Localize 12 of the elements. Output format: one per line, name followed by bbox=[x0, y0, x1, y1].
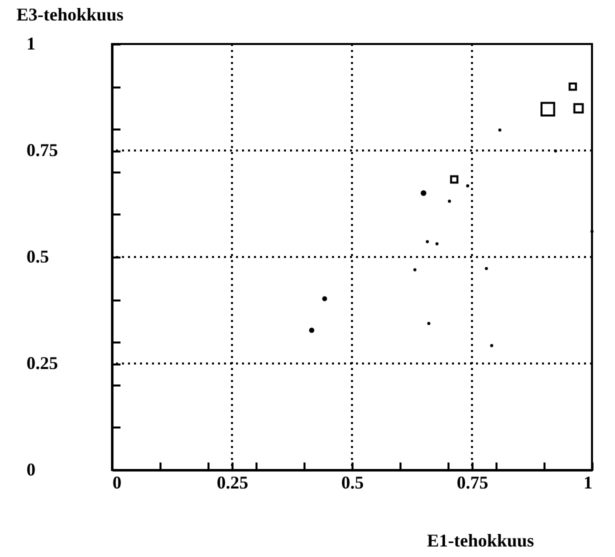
y-tick-label: 0.5 bbox=[26, 246, 49, 266]
x-tick-label: 1 bbox=[584, 472, 592, 492]
y-tick-label: 0 bbox=[26, 460, 36, 480]
x-tick-label: 0.75 bbox=[456, 472, 488, 492]
y-tick-label: 0.75 bbox=[26, 140, 58, 160]
y-tick-label: 0.25 bbox=[26, 353, 58, 373]
y-axis-title: E3-tehokkuus bbox=[16, 4, 124, 24]
x-tick-label: 0.25 bbox=[216, 472, 248, 492]
x-tick-label: 0 bbox=[112, 472, 122, 492]
y-tick-label: 1 bbox=[26, 34, 36, 54]
x-tick-label: 0.5 bbox=[341, 472, 364, 492]
x-axis-title: E1-tehokkuus bbox=[426, 530, 534, 550]
